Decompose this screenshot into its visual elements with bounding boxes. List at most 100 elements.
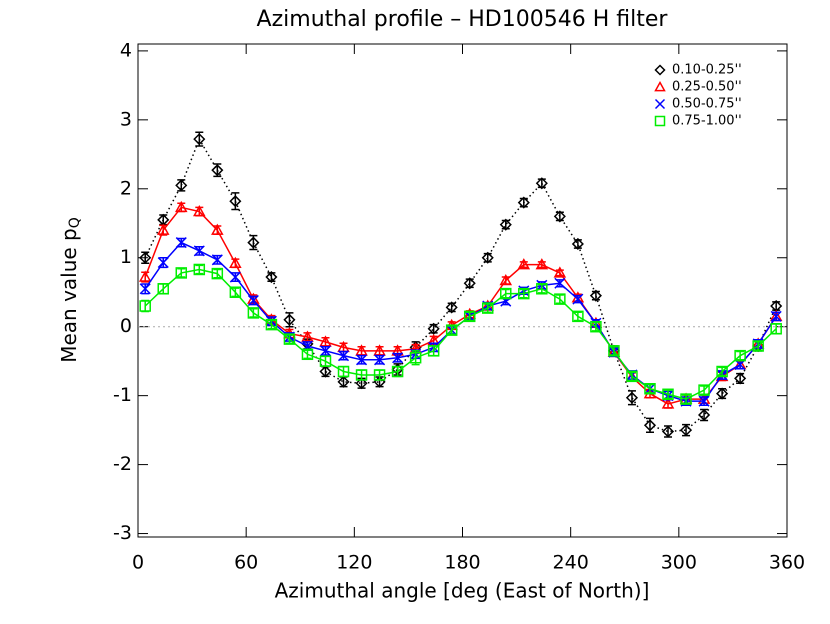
data-point (427, 345, 440, 357)
data-point (536, 283, 548, 295)
y-tick-label: 4 (120, 39, 132, 61)
data-point (698, 408, 711, 422)
x-tick-label: 60 (234, 552, 258, 574)
data-point (374, 354, 386, 366)
data-point (590, 320, 602, 333)
data-point (499, 218, 512, 231)
legend-label: 0.75-1.00'' (672, 114, 742, 129)
data-point (661, 397, 675, 409)
data-point (608, 345, 620, 357)
data-point (661, 425, 675, 438)
data-point (211, 267, 224, 280)
error-bar (141, 299, 150, 313)
error-bar (321, 355, 330, 367)
error-bar (231, 287, 240, 298)
error-bar (285, 334, 294, 344)
legend-marker (654, 64, 666, 76)
y-tick-label: -3 (113, 522, 132, 544)
data-point (265, 318, 278, 331)
y-tick-label: -1 (113, 384, 132, 406)
y-tick-label: 3 (120, 108, 132, 130)
data-point (770, 310, 782, 322)
y-axis-label-sub: Q (67, 217, 83, 228)
data-point (157, 257, 169, 269)
error-bar (177, 179, 186, 192)
error-bar (213, 268, 222, 279)
data-point (139, 251, 152, 264)
data-point (698, 395, 710, 407)
data-point (193, 245, 205, 257)
error-bar (267, 319, 276, 330)
data-point (175, 267, 188, 279)
x-tick-label: 300 (661, 552, 697, 574)
data-point (193, 205, 206, 217)
data-point (319, 365, 332, 378)
error-bar (537, 261, 546, 269)
data-point (554, 293, 566, 305)
data-point (175, 237, 187, 249)
data-point (571, 237, 584, 251)
data-point (247, 294, 259, 307)
error-bar (627, 371, 636, 382)
x-tick-label: 180 (444, 552, 480, 574)
error-bar (700, 408, 709, 422)
x-tick-label: 240 (553, 552, 589, 574)
data-point (589, 289, 602, 302)
x-tick-label: 0 (132, 552, 144, 574)
data-point (139, 283, 151, 295)
data-point (554, 277, 566, 289)
error-bar (664, 389, 673, 400)
error-bar (177, 268, 186, 278)
data-point (319, 355, 332, 367)
data-point (643, 419, 657, 432)
error-bar (736, 350, 745, 361)
error-bar (555, 294, 564, 305)
data-point (355, 369, 368, 381)
data-point (229, 256, 242, 269)
error-bar (483, 303, 492, 313)
y-tick-label: 0 (120, 315, 132, 337)
data-point (247, 307, 260, 319)
error-bar (573, 311, 582, 322)
y-axis-label-main: Mean value p (57, 228, 81, 363)
data-point (319, 345, 332, 357)
error-bar (321, 365, 330, 378)
legend-marker (654, 80, 666, 92)
data-point (535, 258, 549, 270)
data-point (175, 179, 188, 192)
data-point (301, 348, 314, 361)
data-point (283, 313, 296, 326)
error-bar (736, 372, 745, 384)
data-point (734, 372, 747, 385)
data-point (229, 271, 241, 283)
data-point (392, 352, 404, 364)
data-point (680, 393, 692, 405)
error-bar (519, 288, 528, 299)
data-point (535, 177, 548, 190)
error-bar (754, 341, 763, 351)
data-point (553, 210, 566, 223)
data-point (337, 375, 350, 388)
data-point (644, 383, 656, 395)
data-point (157, 283, 169, 295)
data-point (301, 330, 314, 342)
error-bar (718, 388, 727, 400)
series-line (144, 206, 777, 405)
error-bar (501, 288, 510, 299)
y-axis-label: Mean value pQ (57, 217, 84, 363)
data-point (625, 391, 639, 404)
data-point (517, 258, 531, 270)
data-point (211, 223, 224, 235)
error-bar (195, 264, 204, 275)
data-point (229, 286, 242, 298)
error-bar (447, 325, 456, 336)
error-bar (700, 385, 709, 396)
data-point (553, 266, 567, 278)
data-point (518, 287, 530, 300)
chart-title: Azimuthal profile – HD100546 H filter (257, 7, 669, 32)
data-point (752, 340, 764, 352)
data-point (391, 365, 404, 378)
error-bar (591, 321, 600, 332)
data-point (138, 270, 152, 282)
data-point (356, 354, 368, 366)
